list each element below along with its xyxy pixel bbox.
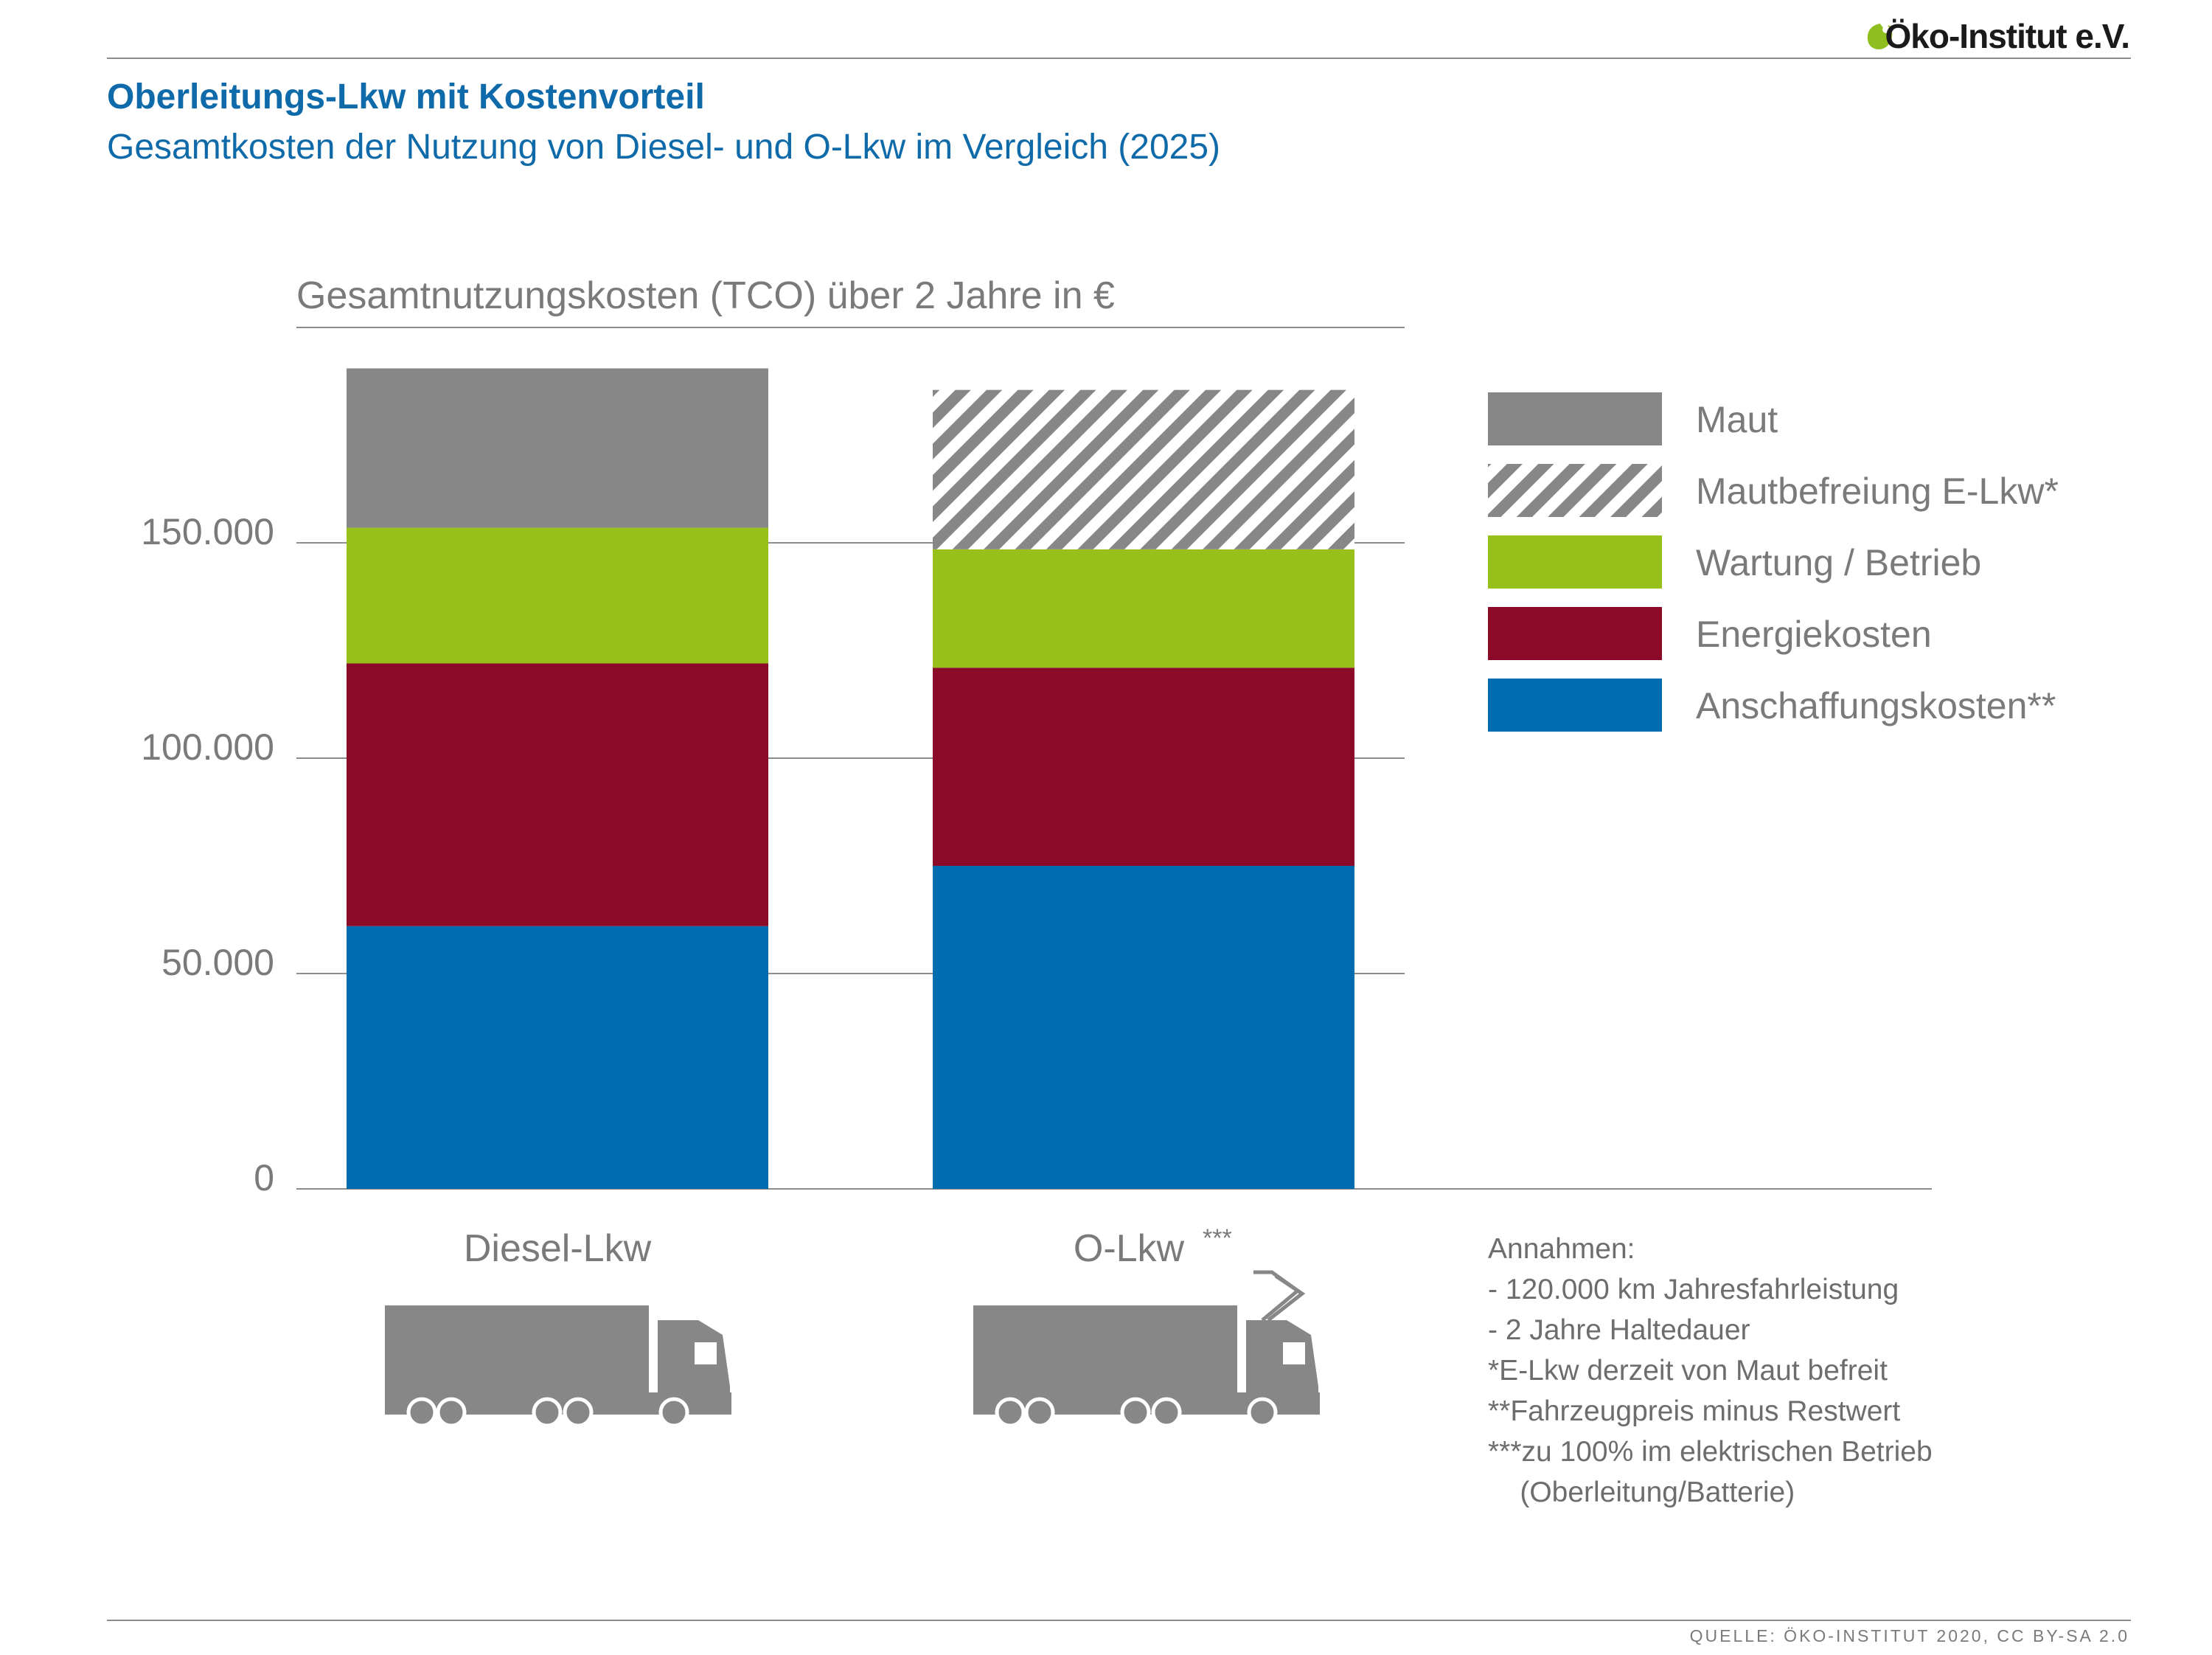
notes-line: - 120.000 km Jahresfahrleistung <box>1488 1274 1899 1305</box>
legend-swatch <box>1488 535 1662 589</box>
bar-segment <box>347 926 768 1189</box>
legend-label: Energiekosten <box>1696 614 1932 655</box>
legend: Maut Mautbefreiung E-Lkw* Wartung / Betrie… <box>1488 392 2059 732</box>
footer-rule <box>107 1620 2131 1621</box>
y-tick-label: 100.000 <box>141 726 274 768</box>
x-category-suffix: *** <box>1203 1224 1232 1252</box>
notes-heading: Annahmen: <box>1488 1233 1635 1265</box>
notes-line: ***zu 100% im elektrischen Betrieb <box>1488 1436 1933 1468</box>
y-axis: 0 50.000 100.000 150.000 <box>141 511 274 1198</box>
legend-label: Anschaffungskosten** <box>1696 685 2056 726</box>
page-subtitle: Gesamtkosten der Nutzung von Diesel- und… <box>107 128 1221 167</box>
notes-line: (Oberleitung/Batterie) <box>1488 1477 1795 1508</box>
logo-leaf-icon <box>1867 24 1893 49</box>
y-tick-label: 0 <box>254 1157 274 1198</box>
category-labels: Diesel-Lkw O-Lkw *** <box>464 1224 1232 1270</box>
logo-text: Öko-Institut e.V. <box>1885 17 2130 55</box>
overhead-truck-icon <box>973 1270 1320 1428</box>
notes-line: *E-Lkw derzeit von Maut befreit <box>1488 1355 1888 1387</box>
bar-segment <box>933 389 1354 549</box>
bar-segment <box>933 866 1354 1189</box>
page-title: Oberleitungs-Lkw mit Kostenvorteil <box>107 77 705 117</box>
y-tick-label: 50.000 <box>161 942 274 983</box>
source-text: QUELLE: ÖKO-INSTITUT 2020, CC BY-SA 2.0 <box>1689 1626 2129 1645</box>
assumptions-notes: Annahmen: - 120.000 km Jahresfahrleistun… <box>1488 1229 1933 1513</box>
notes-line: - 2 Jahre Haltedauer <box>1488 1314 1750 1346</box>
legend-label: Mautbefreiung E-Lkw* <box>1696 471 2059 512</box>
x-category-label: O-Lkw <box>1074 1227 1185 1270</box>
bars <box>347 368 1354 1189</box>
y-tick-label: 150.000 <box>141 511 274 552</box>
header-rule <box>107 58 2131 59</box>
bar-segment <box>933 549 1354 668</box>
notes-line: **Fahrzeugpreis minus Restwert <box>1488 1395 1901 1427</box>
legend-swatch <box>1488 464 1662 517</box>
legend-label: Maut <box>1696 399 1778 440</box>
bar-segment <box>933 667 1354 866</box>
legend-swatch <box>1488 679 1662 732</box>
legend-swatch <box>1488 607 1662 660</box>
legend-label: Wartung / Betrieb <box>1696 542 1981 583</box>
truck-icon <box>385 1305 731 1428</box>
bar-segment <box>347 527 768 664</box>
legend-swatch <box>1488 392 1662 445</box>
bar-segment <box>347 368 768 528</box>
x-category-label: Diesel-Lkw <box>464 1227 652 1270</box>
bar-segment <box>347 663 768 926</box>
chart-title: Gesamtnutzungskosten (TCO) über 2 Jahre … <box>296 274 1115 317</box>
